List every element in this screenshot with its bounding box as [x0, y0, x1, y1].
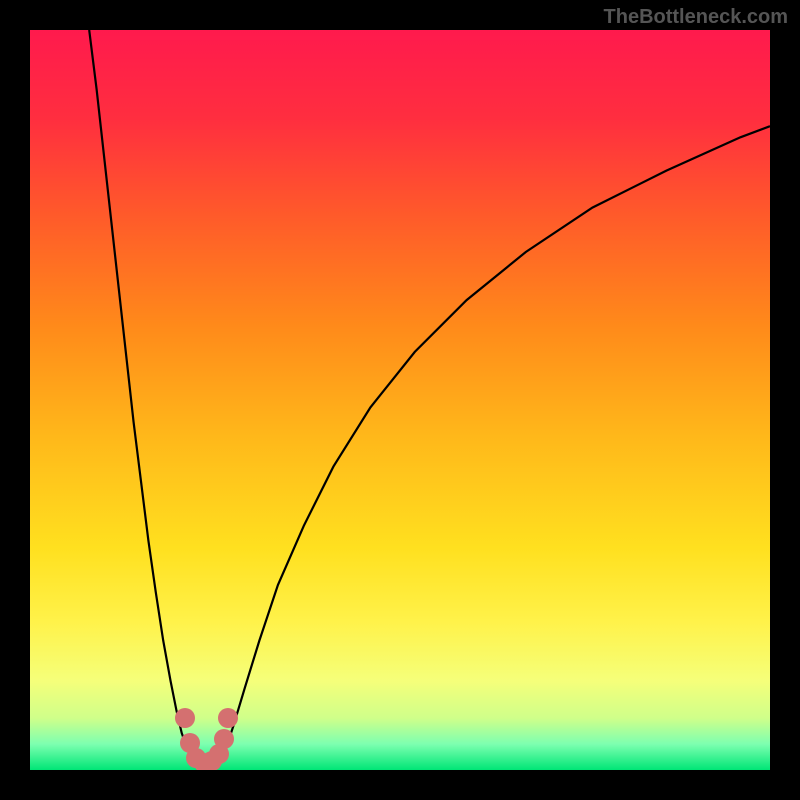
- valley-markers: [30, 30, 770, 770]
- valley-marker: [175, 708, 195, 728]
- valley-marker: [218, 708, 238, 728]
- plot-area: [30, 30, 770, 770]
- valley-marker: [214, 729, 234, 749]
- watermark-text: TheBottleneck.com: [604, 6, 788, 29]
